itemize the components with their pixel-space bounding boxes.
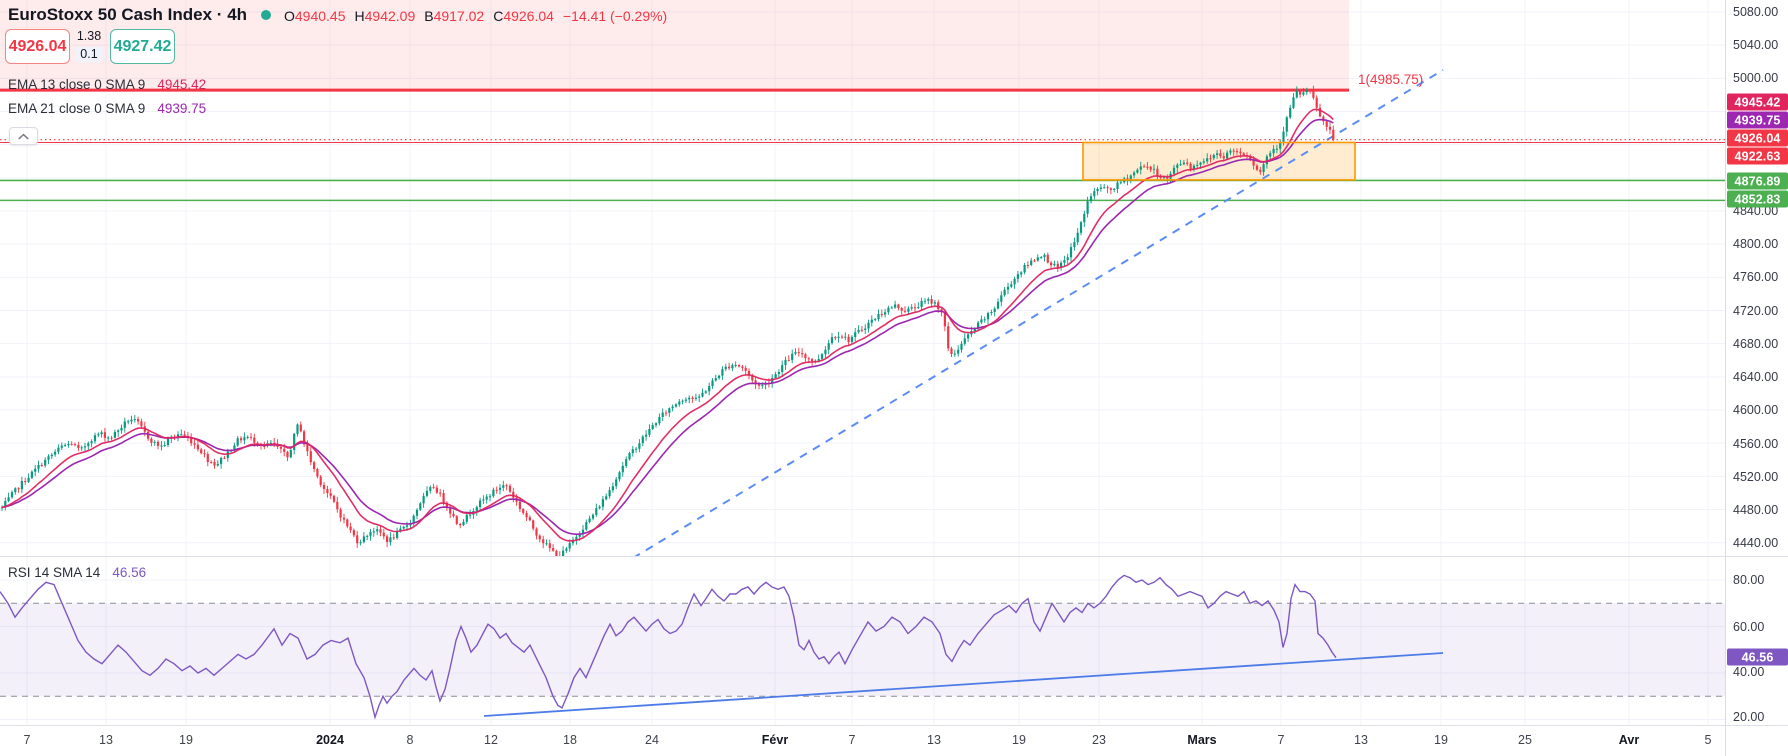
title-separator: · [212, 5, 228, 24]
price-tick: 4560.00 [1733, 437, 1779, 451]
ema21-line[interactable] [1, 118, 1334, 535]
rsi-line[interactable] [0, 574, 1337, 720]
symbol-title[interactable]: EuroStoxx 50 Cash Index · 4h [8, 5, 272, 25]
price-tick: 4760.00 [1733, 270, 1779, 284]
price-tick: 5040.00 [1733, 38, 1779, 52]
spread-value-bottom: 0.1 [75, 47, 103, 62]
time-label: 19 [179, 733, 193, 747]
price-label: 4939.75 [1727, 111, 1788, 129]
price-label: 4922.63 [1727, 147, 1788, 165]
time-label: 13 [1354, 733, 1368, 747]
time-label: 7 [848, 733, 856, 747]
resistance-zone[interactable] [0, 0, 1349, 91]
chevron-up-icon [18, 133, 29, 139]
ema13-legend-value: 4945.42 [157, 77, 207, 92]
price-tick: 4720.00 [1733, 304, 1779, 318]
ema13-line[interactable] [1, 108, 1334, 542]
price-tick: 5000.00 [1733, 71, 1779, 85]
time-label: 24 [645, 733, 659, 747]
collapse-legend-button[interactable] [9, 127, 38, 145]
price-label: 4852.83 [1727, 190, 1788, 208]
rsi-legend-label: RSI 14 SMA 14 [8, 565, 101, 580]
price-axis[interactable]: 5080.00 5040.00 5000.00 4840.00 4800.00 4760.… [1725, 0, 1788, 756]
time-label: 13 [927, 733, 941, 747]
ohlc-readout: O4940.45 H4942.09 B4917.02 C4926.04 −14.41 (… [284, 8, 667, 24]
time-label: 19 [1012, 733, 1026, 747]
rsi-band [0, 603, 1725, 697]
time-axis[interactable]: 7 13 19 2024 8 12 18 24 Févr 7 13 19 23 Mars 7 13 19 25 Av… [0, 726, 1725, 756]
buy-button[interactable]: 4927.42 [110, 29, 175, 64]
pane-separator[interactable] [0, 556, 1788, 557]
price-tick: 4440.00 [1733, 536, 1779, 550]
price-label: 4945.42 [1727, 93, 1788, 111]
consolidation-box[interactable] [1082, 141, 1356, 181]
time-label: 23 [1092, 733, 1106, 747]
price-tick: 4480.00 [1733, 503, 1779, 517]
ohlc-item: H4942.09 [354, 8, 416, 24]
interval-label[interactable]: 4h [227, 5, 248, 24]
time-label: 25 [1518, 733, 1532, 747]
gridlines [0, 0, 1725, 725]
ema21-legend[interactable]: EMA 21 close 0 SMA 9 4939.75 [8, 101, 206, 116]
rsi-legend[interactable]: RSI 14 SMA 14 46.56 [8, 565, 146, 580]
time-label: 19 [1434, 733, 1448, 747]
price-tick: 5080.00 [1733, 5, 1779, 19]
ema21-legend-label: EMA 21 close 0 SMA 9 [8, 101, 146, 116]
price-tick: 4800.00 [1733, 237, 1779, 251]
price-tick: 4520.00 [1733, 470, 1779, 484]
market-status-dot-icon[interactable] [261, 10, 272, 20]
sell-button[interactable]: 4926.04 [5, 29, 70, 64]
ema13-legend-label: EMA 13 close 0 SMA 9 [8, 77, 146, 92]
time-axis-separator [0, 725, 1788, 726]
time-label: Févr [761, 733, 789, 747]
price-tick: 4840.00 [1733, 204, 1779, 218]
time-label: 7 [23, 733, 31, 747]
spread-value-top: 1.38 [76, 29, 102, 43]
time-label: 12 [484, 733, 498, 747]
price-tick: 4640.00 [1733, 370, 1779, 384]
ohlc-item: C4926.04 [493, 8, 554, 24]
rsi-tick: 40.00 [1733, 665, 1765, 679]
rsi-legend-value: 46.56 [112, 565, 147, 580]
price-tick: 4600.00 [1733, 403, 1779, 417]
ohlc-item: O4940.45 [284, 8, 346, 24]
price-label: 4876.89 [1727, 172, 1788, 190]
rsi-tick: 60.00 [1733, 620, 1765, 634]
time-label: 2024 [316, 733, 344, 747]
change-readout: −14.41 (−0.29%) [562, 8, 668, 24]
time-label: Mars [1187, 733, 1217, 747]
time-label: 18 [563, 733, 577, 747]
symbol-name: EuroStoxx 50 Cash Index [8, 5, 213, 24]
rsi-tick: 20.00 [1733, 710, 1765, 724]
time-label: 8 [406, 733, 414, 747]
time-label: 13 [99, 733, 113, 747]
rsi-trendline[interactable] [483, 652, 1444, 717]
price-chart-canvas[interactable]: 1(4985.75) [0, 0, 1725, 726]
main-pane[interactable]: 1(4985.75) [0, 0, 1725, 559]
price-label: 4926.04 [1727, 129, 1788, 147]
time-label: 7 [1277, 733, 1285, 747]
price-tick: 4680.00 [1733, 337, 1779, 351]
rsi-pane[interactable] [0, 574, 1725, 720]
level-annotation[interactable]: 1(4985.75) [1358, 72, 1423, 87]
rsi-tick: 80.00 [1733, 573, 1765, 587]
ema21-legend-value: 4939.75 [157, 101, 207, 116]
time-label: Avr [1618, 733, 1640, 747]
rsi-value-label: 46.56 [1727, 648, 1788, 666]
ema13-legend[interactable]: EMA 13 close 0 SMA 9 4945.42 [8, 77, 206, 92]
spread-readout: 1.38 0.1 [71, 29, 107, 62]
ohlc-item: B4917.02 [424, 8, 485, 24]
uptrend-dashed-line[interactable] [632, 69, 1444, 558]
time-label: 5 [1704, 733, 1712, 747]
